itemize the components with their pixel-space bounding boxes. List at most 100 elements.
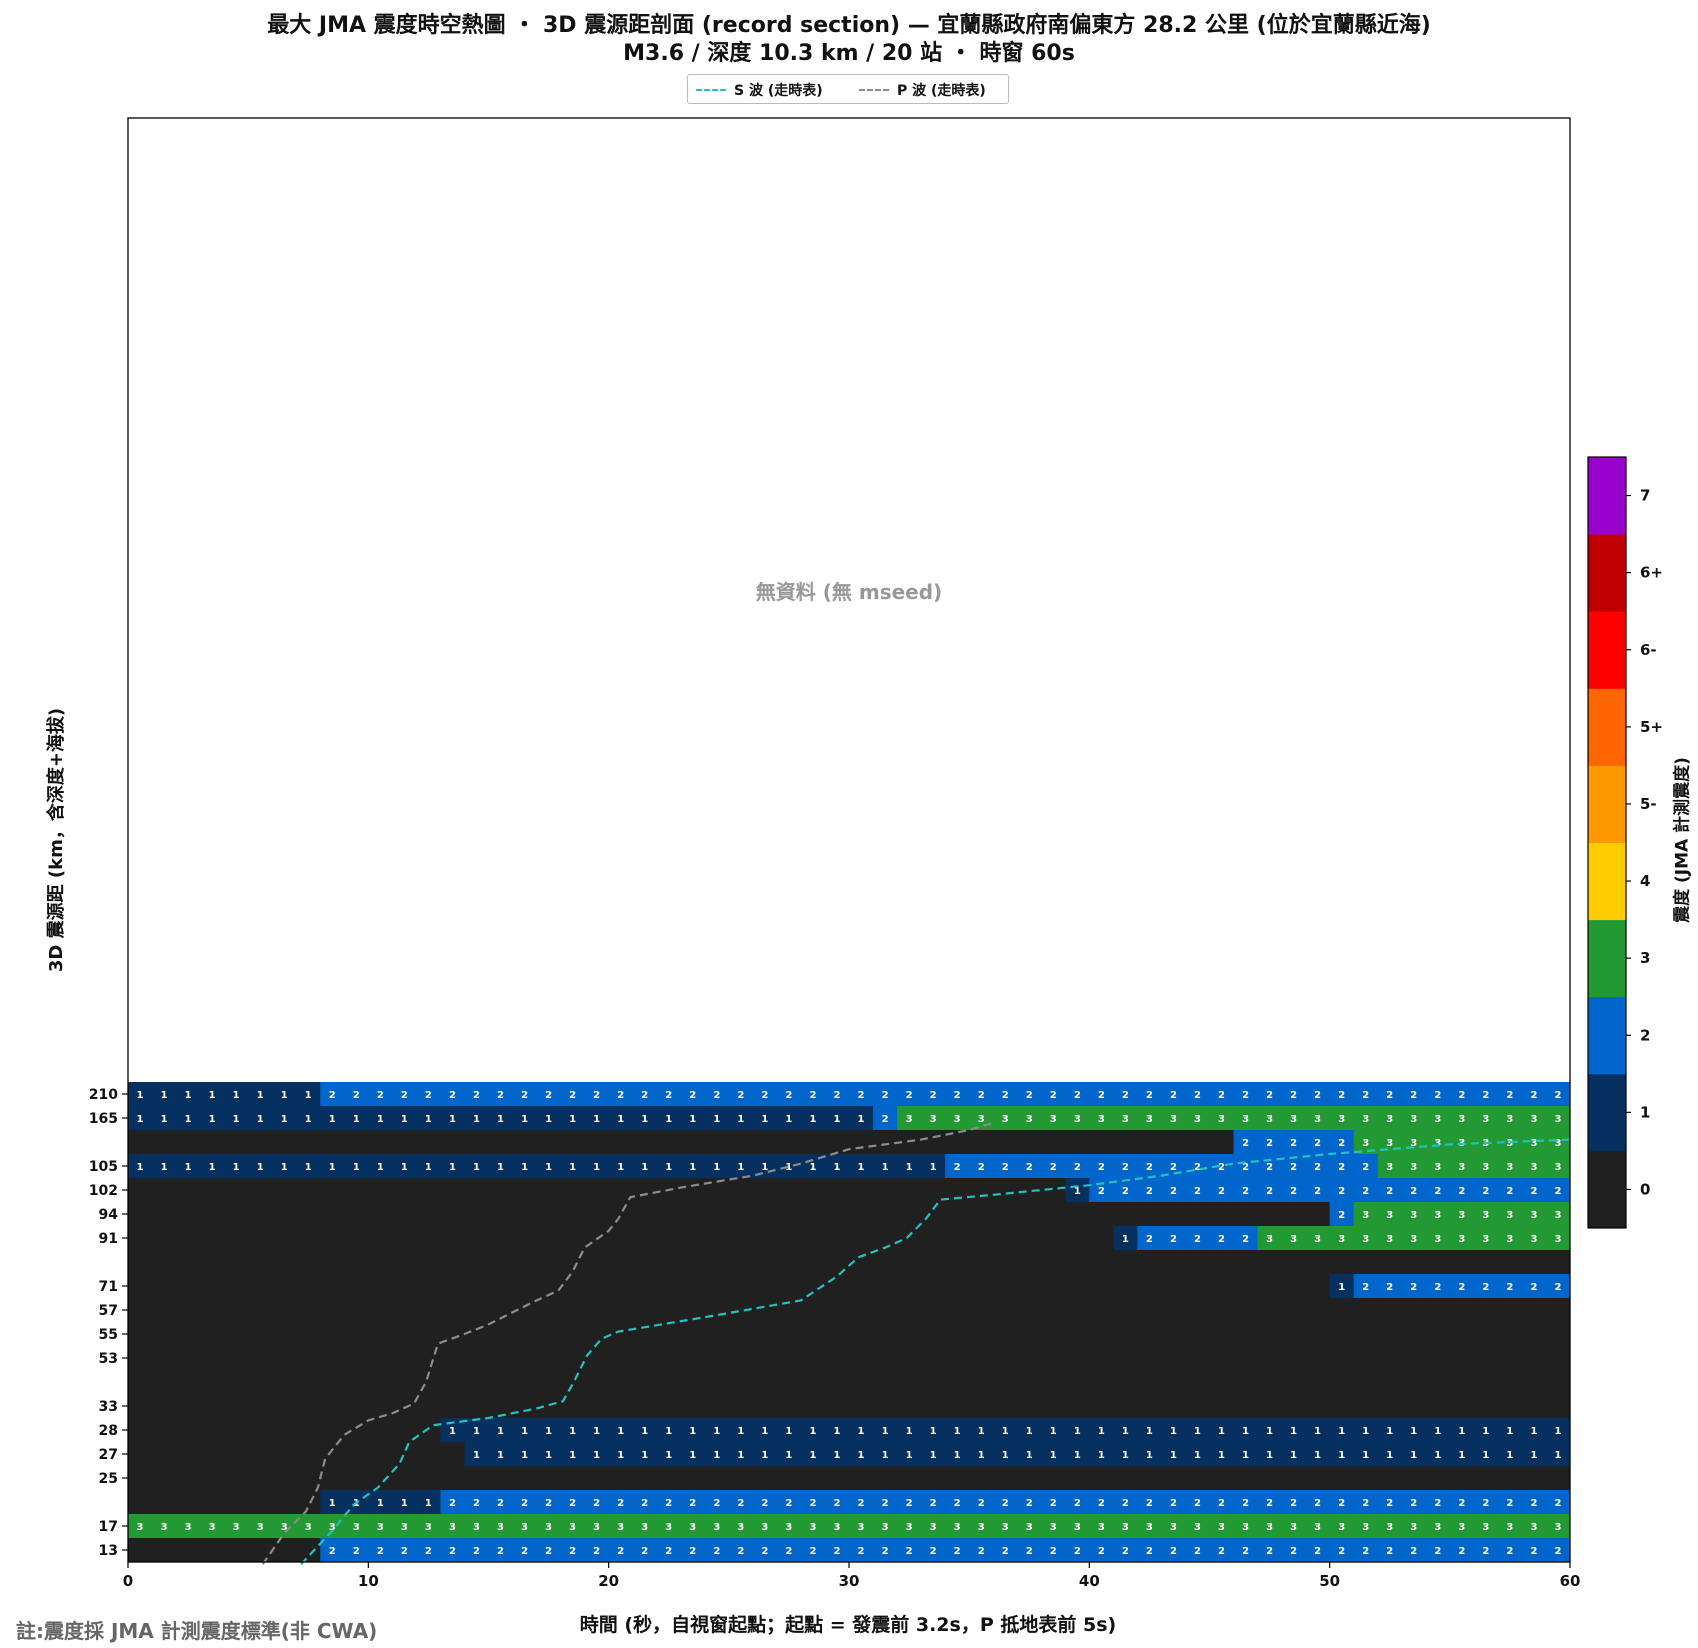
heatmap-cell: [320, 1490, 441, 1514]
cell-value-label: 2: [906, 1498, 913, 1509]
cell-value-label: 2: [713, 1090, 720, 1101]
cell-value-label: 1: [1218, 1450, 1225, 1461]
heatmap-cell: [1329, 1274, 1355, 1298]
colorbar-segment: [1588, 534, 1626, 612]
cell-value-label: 1: [1122, 1234, 1129, 1245]
cell-value-label: 1: [353, 1114, 360, 1125]
y-tick-label: 102: [89, 1183, 118, 1199]
s-wave-curve: [300, 1138, 1571, 1566]
cell-value-label: 1: [1026, 1450, 1033, 1461]
cell-value-label: 1: [521, 1450, 528, 1461]
cell-value-label: 2: [1314, 1090, 1321, 1101]
cell-value-label: 2: [1122, 1186, 1129, 1197]
cell-value-label: 1: [473, 1162, 480, 1173]
cell-value-label: 1: [1338, 1426, 1345, 1437]
cell-value-label: 1: [521, 1426, 528, 1437]
cell-value-label: 2: [521, 1546, 528, 1557]
cell-value-label: 2: [1506, 1498, 1513, 1509]
cell-value-label: 2: [954, 1162, 961, 1173]
heatmap-cell: [1113, 1226, 1138, 1250]
cell-value-label: 2: [1290, 1498, 1297, 1509]
cell-value-label: 1: [1002, 1450, 1009, 1461]
cell-value-label: 3: [1098, 1114, 1105, 1125]
cell-value-label: 1: [497, 1162, 504, 1173]
cell-value-label: 3: [617, 1522, 624, 1533]
cell-value-label: 1: [1170, 1450, 1177, 1461]
cell-value-label: 2: [617, 1090, 624, 1101]
cell-value-label: 3: [1314, 1522, 1321, 1533]
cell-value-label: 2: [809, 1546, 816, 1557]
cell-value-label: 3: [1362, 1522, 1369, 1533]
cell-value-label: 1: [1506, 1450, 1513, 1461]
cell-value-label: 1: [978, 1426, 985, 1437]
heatmap-cell: [1329, 1202, 1355, 1226]
cell-value-label: 2: [1482, 1498, 1489, 1509]
cell-value-label: 3: [1530, 1234, 1537, 1245]
cell-value-label: 2: [1434, 1186, 1441, 1197]
cell-value-label: 1: [1242, 1450, 1249, 1461]
cell-value-label: 1: [761, 1162, 768, 1173]
cell-value-label: 2: [473, 1090, 480, 1101]
cell-value-label: 2: [1434, 1090, 1441, 1101]
cell-value-label: 1: [1242, 1426, 1249, 1437]
cell-value-label: 2: [497, 1090, 504, 1101]
cell-value-label: 1: [665, 1162, 672, 1173]
cell-value-label: 2: [1170, 1090, 1177, 1101]
cell-value-label: 2: [954, 1546, 961, 1557]
cell-value-label: 1: [785, 1426, 792, 1437]
cell-value-label: 3: [1434, 1522, 1441, 1533]
cell-value-label: 1: [425, 1162, 432, 1173]
cell-value-label: 1: [1050, 1426, 1057, 1437]
cell-value-label: 1: [617, 1426, 624, 1437]
colorbar-tick-label: 6-: [1640, 641, 1657, 659]
cell-value-label: 1: [737, 1426, 744, 1437]
cell-value-label: 1: [882, 1450, 889, 1461]
cell-value-label: 1: [858, 1426, 865, 1437]
cell-value-label: 2: [1194, 1498, 1201, 1509]
cell-value-label: 1: [785, 1162, 792, 1173]
cell-value-label: 1: [689, 1450, 696, 1461]
cell-value-label: 1: [593, 1426, 600, 1437]
cell-value-label: 3: [1554, 1138, 1561, 1149]
cell-value-label: 1: [1458, 1450, 1465, 1461]
cell-value-label: 2: [1314, 1498, 1321, 1509]
y-tick-label: 28: [99, 1423, 118, 1439]
cell-value-label: 1: [425, 1114, 432, 1125]
cell-value-label: 1: [1194, 1450, 1201, 1461]
cell-value-label: 2: [1338, 1546, 1345, 1557]
cell-value-label: 3: [1482, 1210, 1489, 1221]
cell-value-label: 2: [1338, 1186, 1345, 1197]
cell-value-label: 1: [257, 1114, 264, 1125]
cell-value-label: 3: [569, 1522, 576, 1533]
heatmap-cell: [440, 1490, 1571, 1514]
cell-value-label: 2: [1314, 1546, 1321, 1557]
cell-value-label: 2: [1362, 1186, 1369, 1197]
cell-value-label: 2: [449, 1498, 456, 1509]
cell-value-label: 3: [425, 1522, 432, 1533]
cell-value-label: 2: [1434, 1546, 1441, 1557]
cell-value-label: 1: [930, 1450, 937, 1461]
cell-value-label: 1: [689, 1426, 696, 1437]
cell-value-label: 2: [1386, 1546, 1393, 1557]
cell-value-label: 2: [1266, 1498, 1273, 1509]
cell-value-label: 2: [1362, 1282, 1369, 1293]
cell-value-label: 3: [1002, 1522, 1009, 1533]
cell-value-label: 2: [882, 1498, 889, 1509]
cell-value-label: 2: [1290, 1138, 1297, 1149]
cell-value-label: 1: [281, 1114, 288, 1125]
cell-value-label: 2: [906, 1546, 913, 1557]
y-tick-label: 105: [89, 1159, 118, 1175]
cell-value-label: 1: [1338, 1450, 1345, 1461]
cell-value-label: 2: [1242, 1090, 1249, 1101]
cell-value-label: 1: [1482, 1450, 1489, 1461]
cell-value-label: 2: [882, 1090, 889, 1101]
cell-value-label: 3: [858, 1522, 865, 1533]
cell-value-label: 1: [761, 1426, 768, 1437]
cell-value-label: 2: [665, 1498, 672, 1509]
cell-value-label: 1: [1002, 1426, 1009, 1437]
cell-value-label: 2: [1218, 1162, 1225, 1173]
cell-value-label: 2: [1218, 1090, 1225, 1101]
cell-value-label: 3: [1434, 1162, 1441, 1173]
cell-value-label: 1: [1386, 1426, 1393, 1437]
cell-value-label: 1: [545, 1450, 552, 1461]
